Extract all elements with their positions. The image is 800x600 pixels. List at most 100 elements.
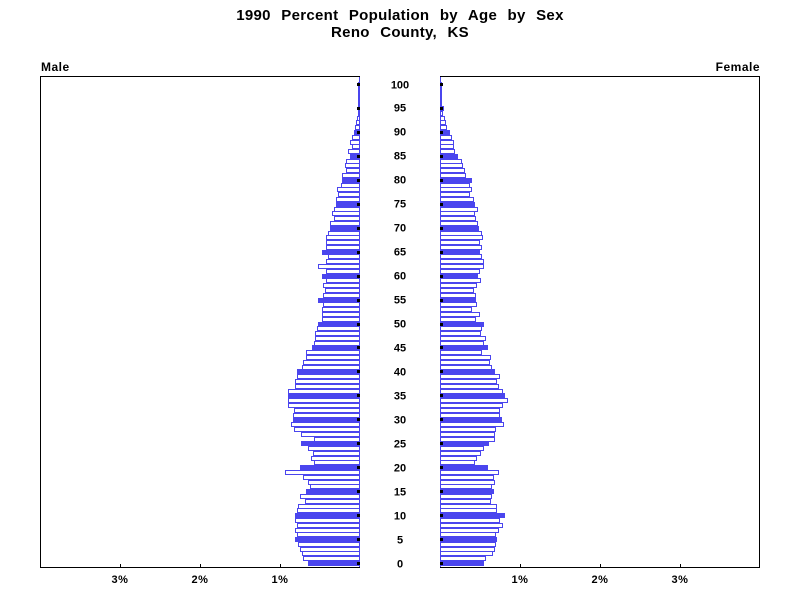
bar-male-age-72 — [334, 216, 360, 222]
age-tick-mark-45 — [440, 346, 443, 350]
bar-female-age-43 — [440, 355, 491, 360]
bar-male-age-22 — [311, 455, 360, 461]
bar-male-age-47 — [315, 335, 360, 341]
age-tick-label-20: 20 — [393, 462, 407, 475]
pct-tick-label-left-3%: 3% — [111, 574, 129, 586]
bar-female-age-23 — [440, 450, 481, 456]
age-tick-mark-95 — [357, 106, 360, 110]
pct-tick-label-left-2%: 2% — [191, 574, 209, 586]
bar-female-age-58 — [440, 283, 477, 289]
bar-male-age-36 — [288, 388, 360, 394]
bar-male-age-26 — [314, 436, 360, 442]
bar-female-age-59 — [440, 278, 481, 284]
age-tick-mark-55 — [357, 298, 360, 302]
bar-male-age-79 — [341, 182, 360, 188]
bar-female-age-39 — [440, 374, 500, 380]
bar-male-age-19 — [285, 470, 360, 475]
bar-male-age-48 — [315, 331, 360, 337]
bar-female-age-18 — [440, 474, 494, 480]
age-tick-label-35: 35 — [393, 390, 407, 403]
age-tick-mark-0 — [357, 562, 360, 565]
bar-female-age-49 — [440, 326, 482, 332]
age-tick-mark-25 — [357, 442, 360, 446]
bar-male-age-28 — [294, 426, 360, 432]
age-tick-mark-0 — [440, 562, 443, 565]
bar-male-age-53 — [322, 307, 360, 313]
bar-female-age-88 — [440, 139, 454, 145]
bar-female-age-53 — [440, 307, 472, 313]
bar-female-age-72 — [440, 216, 476, 222]
bar-male-age-57 — [325, 288, 360, 293]
bar-male-age-74 — [334, 206, 360, 212]
bar-male-age-42 — [303, 359, 360, 365]
bar-female-age-46 — [440, 340, 484, 346]
bar-male-age-71 — [330, 220, 360, 226]
bar-male-age-51 — [322, 316, 360, 322]
bar-female-age-97 — [440, 96, 442, 102]
age-tick-mark-100 — [357, 83, 360, 86]
bar-male-age-12 — [298, 503, 360, 509]
male-side-label: Male — [41, 60, 70, 74]
bar-female-age-27 — [440, 431, 495, 437]
bar-female-age-67 — [440, 240, 480, 246]
bar-male-age-97 — [358, 96, 360, 102]
age-tick-mark-80 — [357, 178, 360, 182]
bar-female-age-5 — [440, 537, 497, 543]
bar-female-age-99 — [440, 86, 442, 92]
bar-female-age-60 — [440, 273, 478, 279]
bar-male-age-4 — [298, 541, 360, 547]
bar-male-age-99 — [358, 86, 360, 92]
bar-male-age-88 — [350, 139, 360, 145]
bar-female-age-76 — [440, 197, 474, 202]
bar-female-age-30 — [440, 417, 502, 423]
bar-female-age-17 — [440, 479, 495, 485]
bar-female-age-83 — [440, 163, 463, 169]
bar-male-age-76 — [336, 197, 360, 202]
bar-male-age-58 — [323, 283, 360, 289]
bar-male-age-40 — [297, 369, 360, 375]
bar-male-age-17 — [308, 479, 360, 485]
bar-male-age-81 — [342, 173, 360, 178]
bar-male-age-77 — [338, 192, 360, 198]
bar-male-age-35 — [288, 393, 360, 399]
bar-male-age-39 — [297, 374, 360, 380]
bar-female-age-41 — [440, 364, 492, 370]
bar-female-age-9 — [440, 517, 500, 523]
bar-female-age-35 — [440, 393, 505, 399]
bar-female-age-69 — [440, 230, 482, 236]
bar-male-age-49 — [317, 326, 360, 332]
age-tick-label-100: 100 — [390, 79, 410, 91]
pct-tick-mark-right-1 — [520, 564, 521, 568]
bar-male-age-23 — [313, 450, 360, 456]
bar-male-age-65 — [322, 249, 360, 255]
age-tick-label-95: 95 — [393, 102, 407, 115]
bar-male-age-8 — [297, 522, 360, 528]
age-tick-mark-35 — [440, 394, 443, 398]
bar-female-age-38 — [440, 379, 497, 384]
age-tick-mark-50 — [440, 322, 443, 326]
bar-female-age-77 — [440, 192, 470, 198]
bar-female-age-56 — [440, 292, 476, 298]
bar-male-age-66 — [326, 244, 360, 250]
bar-male-age-84 — [346, 158, 360, 164]
age-tick-label-85: 85 — [393, 150, 407, 163]
age-tick-mark-15 — [357, 490, 360, 494]
bar-female-age-44 — [440, 350, 482, 356]
bar-female-age-66 — [440, 244, 482, 250]
bar-male-age-55 — [318, 297, 360, 303]
age-tick-mark-25 — [440, 442, 443, 446]
bar-female-age-37 — [440, 383, 499, 389]
age-tick-label-60: 60 — [393, 270, 407, 283]
bar-female-age-61 — [440, 268, 480, 274]
bar-female-age-65 — [440, 249, 480, 255]
age-tick-mark-30 — [440, 418, 443, 422]
bar-male-age-34 — [288, 398, 360, 404]
bar-female-age-25 — [440, 441, 489, 447]
age-tick-label-70: 70 — [393, 222, 407, 235]
bar-female-age-36 — [440, 388, 503, 394]
bar-female-age-19 — [440, 470, 499, 475]
bar-female-age-20 — [440, 465, 488, 471]
bar-male-age-46 — [314, 340, 360, 346]
bar-male-age-45 — [312, 345, 360, 351]
bar-female-age-48 — [440, 331, 481, 337]
